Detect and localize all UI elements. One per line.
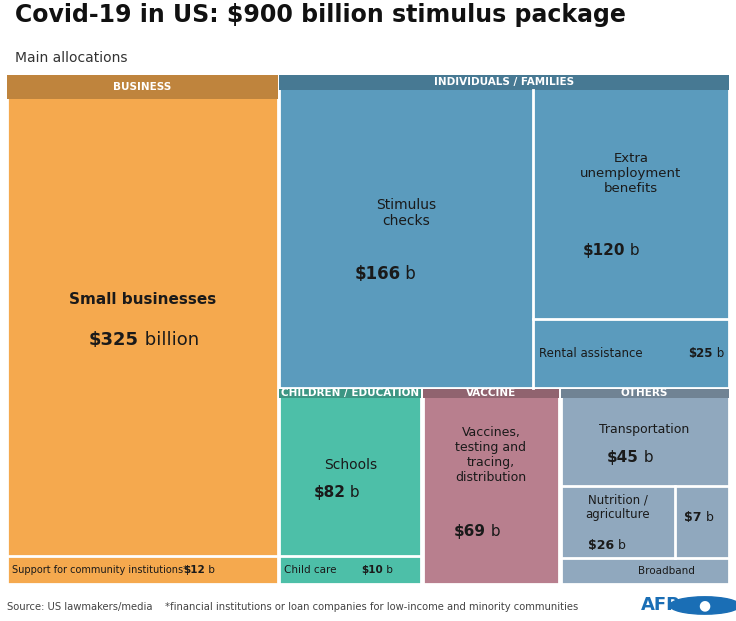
Bar (279, 389, 422, 584)
Text: Transportation: Transportation (600, 423, 690, 436)
Circle shape (670, 597, 736, 614)
Text: Support for community institutions*: Support for community institutions* (13, 564, 188, 575)
Text: b: b (625, 243, 640, 258)
Text: ●: ● (698, 599, 711, 612)
Text: b: b (400, 265, 416, 283)
Text: b: b (712, 347, 724, 360)
Text: Nutrition /
agriculture: Nutrition / agriculture (585, 493, 650, 521)
Text: $12: $12 (183, 564, 205, 575)
Bar (561, 389, 729, 584)
Text: b: b (639, 450, 654, 465)
Bar (422, 389, 559, 398)
Bar (422, 389, 559, 584)
Text: Broadband: Broadband (638, 566, 695, 576)
Text: CHILDREN / EDUCATION: CHILDREN / EDUCATION (281, 388, 420, 399)
Text: $25: $25 (688, 347, 712, 360)
Text: Child care: Child care (283, 565, 336, 575)
Text: $45: $45 (607, 450, 639, 465)
Text: Stimulus
checks: Stimulus checks (376, 198, 436, 229)
Bar (279, 75, 729, 89)
Text: $10: $10 (361, 565, 383, 575)
Text: Vaccines,
testing and
tracing,
distribution: Vaccines, testing and tracing, distribut… (456, 426, 526, 484)
Bar (561, 389, 729, 398)
Text: Rental assistance: Rental assistance (539, 347, 643, 360)
Text: $26: $26 (588, 539, 614, 551)
Bar (279, 75, 729, 388)
Text: Schools: Schools (324, 458, 377, 471)
Text: billion: billion (139, 331, 199, 349)
Text: b: b (614, 539, 626, 551)
Text: $120: $120 (583, 243, 625, 258)
Text: BUSINESS: BUSINESS (113, 82, 171, 92)
Text: $69: $69 (454, 524, 486, 539)
Text: Source: US lawmakers/media    *financial institutions or loan companies for low-: Source: US lawmakers/media *financial in… (7, 602, 578, 612)
Bar (7, 75, 278, 584)
Bar (7, 75, 278, 99)
Text: b: b (205, 564, 215, 575)
Text: AFP: AFP (640, 597, 680, 614)
Text: b: b (383, 565, 393, 575)
Bar (279, 389, 422, 398)
Text: $7: $7 (684, 510, 701, 524)
Text: Extra
unemployment
benefits: Extra unemployment benefits (580, 152, 682, 195)
Text: $82: $82 (314, 485, 345, 500)
Text: Main allocations: Main allocations (15, 51, 127, 65)
Text: VACCINE: VACCINE (466, 388, 516, 399)
Text: b: b (701, 510, 714, 524)
Text: $325: $325 (89, 331, 139, 349)
Text: Covid-19 in US: $900 billion stimulus package: Covid-19 in US: $900 billion stimulus pa… (15, 3, 626, 27)
Text: INDIVIDUALS / FAMILIES: INDIVIDUALS / FAMILIES (434, 77, 574, 87)
Text: b: b (486, 524, 500, 539)
Text: OTHERS: OTHERS (621, 388, 668, 399)
Text: $166: $166 (354, 265, 400, 283)
Text: b: b (345, 485, 360, 500)
Text: Small businesses: Small businesses (69, 292, 216, 307)
